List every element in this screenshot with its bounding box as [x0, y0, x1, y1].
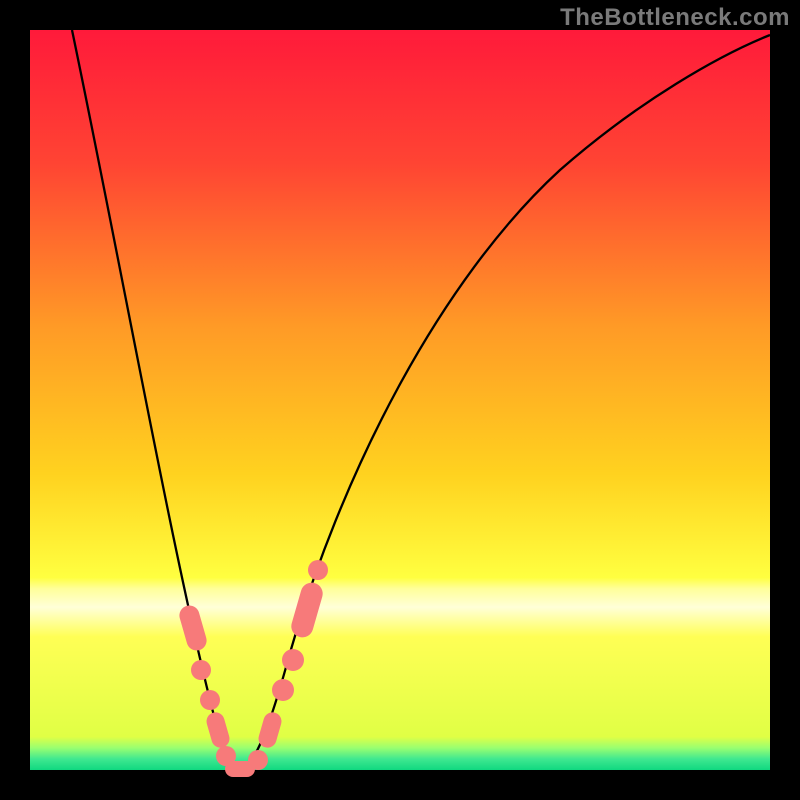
curve-marker — [272, 679, 294, 701]
plot-background — [30, 30, 770, 770]
curve-marker — [308, 560, 328, 580]
curve-marker — [248, 750, 268, 770]
curve-marker — [200, 690, 220, 710]
chart-svg — [0, 0, 800, 800]
curve-marker — [191, 660, 211, 680]
chart-container: TheBottleneck.com — [0, 0, 800, 800]
watermark-text: TheBottleneck.com — [560, 4, 790, 32]
curve-marker — [282, 649, 304, 671]
